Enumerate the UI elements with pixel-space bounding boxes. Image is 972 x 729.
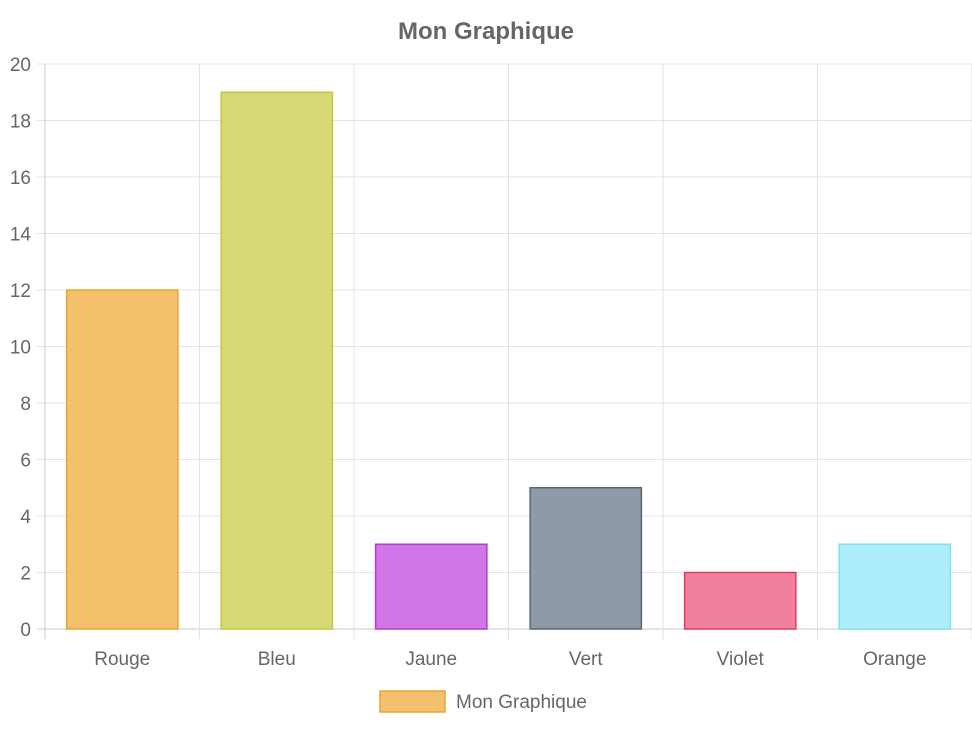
legend-swatch[interactable] bbox=[379, 690, 446, 713]
x-tick-label: Jaune bbox=[405, 649, 457, 670]
y-tick-label: 10 bbox=[10, 338, 31, 359]
bar-violet[interactable] bbox=[683, 571, 797, 630]
axes: 0 2 4 6 8 10 12 14 16 18 20 Rouge Bleu Jaune Vert Viole… bbox=[10, 55, 927, 670]
y-tick-label: 12 bbox=[10, 281, 31, 302]
bar-jaune[interactable] bbox=[374, 543, 488, 630]
x-tick-label: Rouge bbox=[94, 649, 150, 670]
y-tick-label: 8 bbox=[20, 394, 31, 415]
legend-label[interactable]: Mon Graphique bbox=[456, 692, 587, 713]
bar-orange[interactable] bbox=[838, 543, 952, 630]
y-tick-label: 0 bbox=[20, 620, 31, 641]
legend[interactable]: Mon Graphique bbox=[379, 690, 587, 713]
y-tick-label: 6 bbox=[20, 451, 31, 472]
grid bbox=[37, 63, 972, 639]
x-tick-label: Violet bbox=[717, 649, 765, 670]
x-tick-label: Vert bbox=[569, 649, 604, 670]
bar-rouge[interactable] bbox=[65, 289, 179, 630]
bar-bleu[interactable] bbox=[220, 91, 334, 630]
x-tick-label: Bleu bbox=[258, 649, 296, 670]
chart-title: Mon Graphique bbox=[398, 18, 574, 45]
bar-vert[interactable] bbox=[529, 487, 643, 630]
y-tick-label: 18 bbox=[10, 112, 31, 133]
bars bbox=[65, 91, 952, 630]
x-tick-label: Orange bbox=[863, 649, 926, 670]
y-tick-label: 2 bbox=[20, 564, 31, 585]
y-tick-label: 20 bbox=[10, 55, 31, 76]
y-tick-label: 14 bbox=[10, 225, 32, 246]
y-tick-label: 16 bbox=[10, 168, 31, 189]
y-tick-label: 4 bbox=[20, 507, 31, 528]
